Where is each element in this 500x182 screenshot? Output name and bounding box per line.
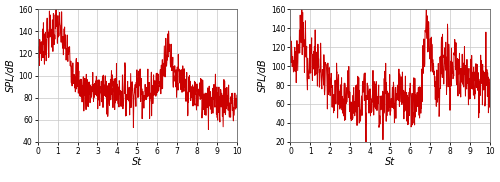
X-axis label: St: St <box>132 157 142 167</box>
Y-axis label: SPL/dB: SPL/dB <box>6 59 16 92</box>
Y-axis label: SPL/dB: SPL/dB <box>258 59 268 92</box>
X-axis label: St: St <box>385 157 395 167</box>
